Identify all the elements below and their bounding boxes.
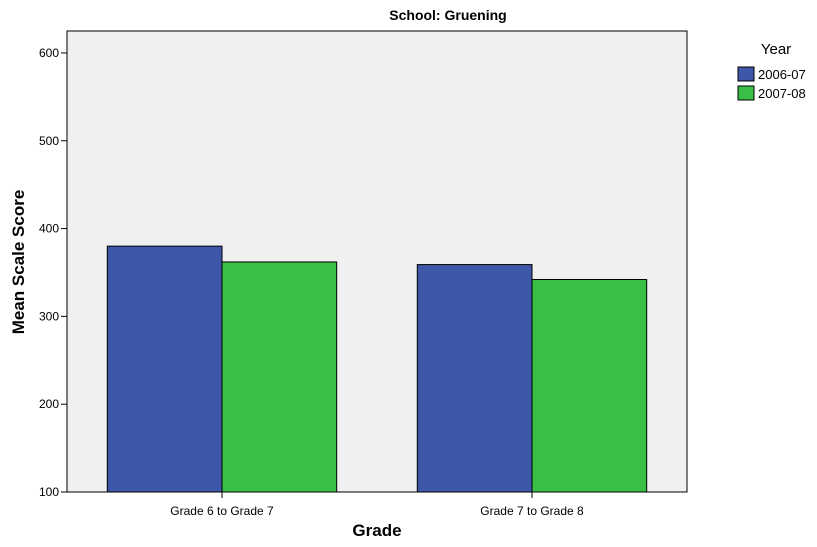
bar-2006-07-0 [106, 245, 223, 493]
legend-label-2006-07: 2006-07 [758, 67, 806, 82]
x-axis: Grade 6 to Grade 7 Grade 7 to Grade 8 [170, 492, 584, 518]
y-axis: 100 200 300 400 500 600 [39, 46, 67, 499]
x-tick-label-1: Grade 7 to Grade 8 [480, 504, 584, 518]
bar-2007-08-1 [531, 279, 648, 493]
y-tick-label-100: 100 [39, 485, 59, 499]
y-tick-label-300: 300 [39, 309, 59, 323]
y-tick-label-200: 200 [39, 397, 59, 411]
x-tick-label-0: Grade 6 to Grade 7 [170, 504, 274, 518]
legend-label-2007-08: 2007-08 [758, 86, 806, 101]
legend-title: Year [761, 41, 791, 58]
legend-swatch-2006-07 [737, 66, 755, 82]
legend-swatch-2007-08 [737, 85, 755, 101]
bar-2007-08-0 [221, 261, 338, 493]
y-tick-label-600: 600 [39, 46, 59, 60]
y-axis-label: Mean Scale Score [9, 190, 28, 335]
bar-2006-07-1 [416, 264, 533, 493]
y-tick-label-500: 500 [39, 134, 59, 148]
bars [106, 245, 648, 493]
chart-title: School: Gruening [389, 7, 506, 23]
legend: Year 2006-07 2007-08 [737, 41, 806, 101]
y-tick-label-400: 400 [39, 222, 59, 236]
x-axis-label: Grade [352, 521, 401, 540]
